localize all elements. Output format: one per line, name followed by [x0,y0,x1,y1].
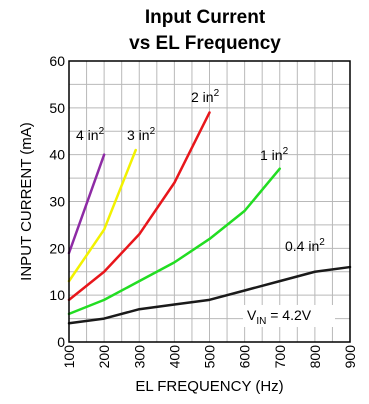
x-tick-label: 500 [202,345,218,369]
y-tick-label: 60 [49,53,65,69]
series-label-text: 0.4 in [285,238,319,254]
x-axis-label: EL FREQUENCY (Hz) [135,378,283,395]
series-label-0: 0.4 in2 [285,237,325,254]
x-tick-label: 100 [61,345,77,369]
y-tick-label: 0 [57,334,65,350]
y-axis-label: INPUT CURRENT (mA) [18,122,35,281]
y-tick-label: 50 [49,100,65,116]
series-label-3: 3 in2 [127,126,156,143]
vin-annotation-suffix: = 4.2V [266,307,311,323]
x-tick-labels: 100 200 300 400 500 600 700 800 900 [61,345,358,369]
series-label-1: 1 in2 [260,146,289,163]
series-label-text: 4 in [76,127,99,143]
x-tick-label: 700 [272,345,288,369]
series-label-superscript: 2 [150,126,156,137]
chart-title-line2: vs EL Frequency [129,33,281,54]
vin-annotation-prefix: V [247,307,257,323]
series-line-3 [67,148,137,283]
series-label-text: 3 in [127,127,150,143]
series-label-text: 1 in [260,147,283,163]
series-label-superscript: 2 [214,88,220,99]
series-lines [67,111,352,325]
series-line-1 [67,167,281,316]
series-label-superscript: 2 [99,126,105,137]
series-line-2 [67,111,211,302]
series-label-2: 2 in2 [191,88,220,105]
y-tick-label: 10 [49,287,65,303]
annotation-background [243,305,335,327]
vin-annotation: VIN = 4.2V [247,307,312,327]
y-tick-label: 40 [49,147,65,163]
y-tick-labels: 0 10 20 30 40 50 60 [49,53,65,350]
series-line-4 [67,153,106,255]
series-label-text: 2 in [191,89,214,105]
x-tick-label: 600 [237,345,253,369]
x-tick-label: 300 [131,345,147,369]
series-label-4: 4 in2 [76,126,105,143]
series-label-superscript: 2 [319,237,325,248]
grid [69,61,350,342]
x-tick-label: 200 [96,345,112,369]
plot-frame [68,60,351,343]
x-tick-label: 900 [342,345,358,369]
chart-title-line1: Input Current [145,7,266,28]
x-tick-label: 800 [307,345,323,369]
x-tick-label: 400 [166,345,182,369]
series-line-0 [67,265,352,325]
y-tick-label: 30 [49,194,65,210]
y-tick-label: 20 [49,240,65,256]
series-label-superscript: 2 [283,146,289,157]
vin-annotation-subscript: IN [256,316,266,327]
